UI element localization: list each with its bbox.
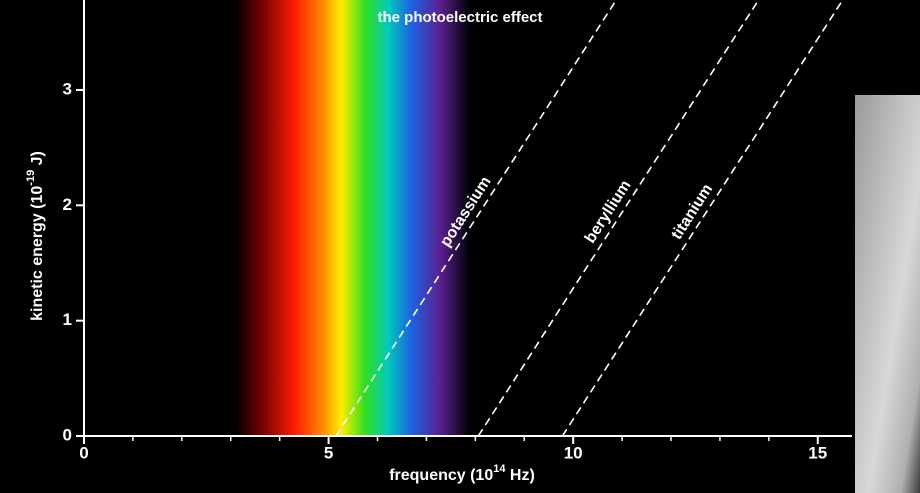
x-tick-label: 10	[564, 443, 583, 462]
visible-spectrum	[236, 0, 471, 436]
y-tick-label: 0	[63, 425, 72, 444]
page: {"chart_data": {"type": "line", "title":…	[0, 0, 920, 493]
photo	[855, 95, 920, 493]
chart-title: the photoelectric effect	[377, 9, 542, 26]
chart: 0510150123potassiumberylliumtitanium the…	[0, 0, 920, 493]
x-label-sup: 14	[493, 463, 506, 475]
x-tick-label: 15	[808, 443, 827, 462]
y-label-part: kinetic energy (10	[29, 186, 46, 321]
y-label-part: J)	[29, 151, 46, 170]
y-tick-label: 1	[63, 310, 72, 329]
x-label-part: Hz)	[505, 467, 534, 484]
y-tick-label: 3	[63, 79, 72, 98]
x-label-part: frequency (10	[389, 467, 493, 484]
y-tick-label: 2	[63, 195, 72, 214]
x-tick-label: 0	[79, 443, 88, 462]
x-tick-label: 5	[324, 443, 333, 462]
y-label-sup: -19	[25, 170, 37, 186]
